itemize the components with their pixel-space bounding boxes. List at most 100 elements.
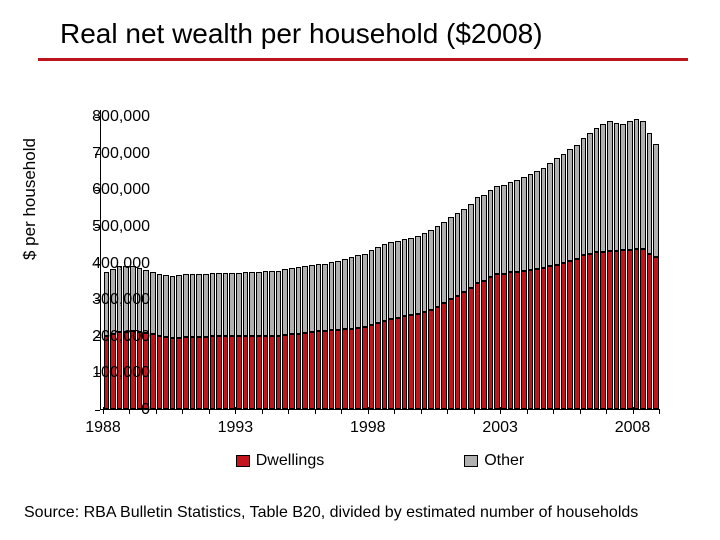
bar-segment-other (316, 264, 322, 332)
bar-segment-other (607, 121, 613, 251)
bar-segment-dwellings (514, 272, 520, 409)
bar-segment-dwellings (382, 321, 388, 409)
bar (302, 109, 308, 409)
bar-segment-dwellings (594, 252, 600, 409)
bar-segment-other (528, 174, 534, 270)
bar (369, 109, 375, 409)
bar-segment-other (375, 247, 381, 323)
bar (342, 109, 348, 409)
bar-segment-other (488, 190, 494, 277)
bar-segment-dwellings (475, 283, 481, 409)
bar (594, 109, 600, 409)
bar-segment-other (574, 145, 580, 259)
bar-segment-dwellings (461, 292, 467, 409)
bar (355, 109, 361, 409)
bars-container (101, 109, 661, 409)
bar (203, 109, 209, 409)
legend-swatch-other (464, 455, 478, 467)
bar (494, 109, 500, 409)
bar-segment-other (634, 119, 640, 249)
bar-segment-other (567, 149, 573, 261)
bar-segment-dwellings (448, 299, 454, 409)
bar-segment-other (594, 128, 600, 252)
bar-segment-other (475, 197, 481, 283)
bar-segment-dwellings (375, 323, 381, 409)
bar (554, 109, 560, 409)
bar (607, 109, 613, 409)
bar-segment-dwellings (316, 331, 322, 409)
bar-segment-other (422, 233, 428, 312)
bar-segment-dwellings (402, 316, 408, 409)
bar-segment-dwellings (455, 296, 461, 409)
x-tick (209, 409, 210, 414)
x-tick (633, 407, 634, 414)
x-tick-label: 1993 (218, 419, 254, 437)
x-tick (235, 407, 236, 414)
bar-segment-other (534, 171, 540, 269)
bar-segment-other (329, 262, 335, 331)
bar (229, 109, 235, 409)
bar-segment-other (216, 273, 222, 336)
bar (335, 109, 341, 409)
bar-segment-other (309, 265, 315, 332)
bar-segment-dwellings (196, 337, 202, 409)
bar (441, 109, 447, 409)
bar-segment-dwellings (157, 336, 163, 409)
bar (647, 109, 653, 409)
bar-segment-other (468, 204, 474, 288)
bar-segment-other (461, 209, 467, 292)
bar-segment-dwellings (190, 337, 196, 409)
bar (183, 109, 189, 409)
bar-segment-dwellings (355, 328, 361, 409)
bar (408, 109, 414, 409)
bar-segment-other (349, 257, 355, 328)
bar-segment-dwellings (388, 319, 394, 409)
bar-segment-other (282, 269, 288, 335)
bar (296, 109, 302, 409)
y-tick-label: 700,000 (60, 145, 150, 163)
y-tick-label: 500,000 (60, 218, 150, 236)
bar (541, 109, 547, 409)
source-note: Source: RBA Bulletin Statistics, Table B… (24, 504, 638, 522)
bar (382, 109, 388, 409)
bar-segment-other (382, 244, 388, 321)
bar (309, 109, 315, 409)
bar (163, 109, 169, 409)
bar (521, 109, 527, 409)
bar (561, 109, 567, 409)
bar (223, 109, 229, 409)
bar-segment-dwellings (329, 330, 335, 409)
bar-segment-other (223, 273, 229, 336)
bar (243, 109, 249, 409)
x-tick (474, 409, 475, 414)
bar (422, 109, 428, 409)
bar-segment-other (249, 272, 255, 336)
bar-segment-dwellings (302, 333, 308, 409)
x-tick (394, 409, 395, 414)
bar-segment-dwellings (335, 330, 341, 409)
bar (176, 109, 182, 409)
bar (282, 109, 288, 409)
bar (322, 109, 328, 409)
bar (614, 109, 620, 409)
bar-segment-dwellings (362, 327, 368, 409)
bar-segment-dwellings (176, 338, 182, 409)
x-tick-label: 2008 (615, 419, 651, 437)
bar-segment-dwellings (422, 312, 428, 409)
bar (455, 109, 461, 409)
bar (475, 109, 481, 409)
bar-segment-other (342, 259, 348, 329)
x-tick (606, 409, 607, 414)
bar-segment-other (196, 274, 202, 336)
y-tick-label: 600,000 (60, 181, 150, 199)
bar-segment-dwellings (547, 266, 553, 409)
bar-segment-other (653, 144, 659, 257)
bar-segment-other (640, 121, 646, 249)
bar (150, 109, 156, 409)
bar-segment-dwellings (223, 336, 229, 409)
x-tick (500, 407, 501, 414)
bar (269, 109, 275, 409)
bar (514, 109, 520, 409)
bar-segment-dwellings (395, 318, 401, 409)
bar (508, 109, 514, 409)
